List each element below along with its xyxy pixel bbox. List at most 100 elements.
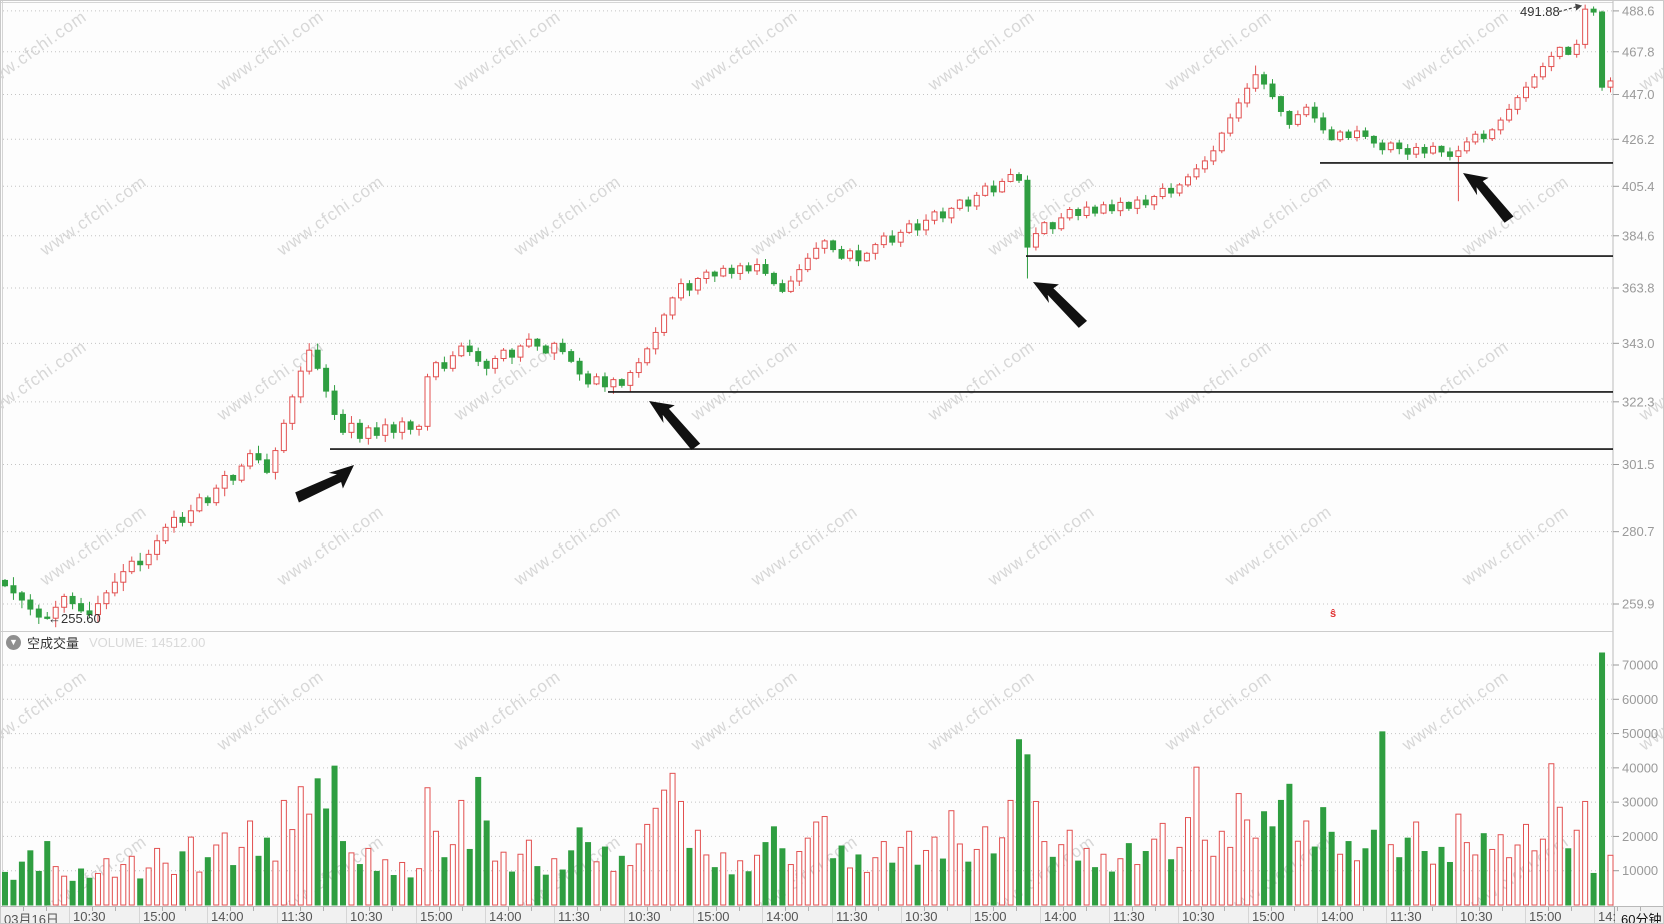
time-axis-minor-tick bbox=[785, 907, 786, 911]
time-axis-minor-tick bbox=[855, 907, 856, 911]
time-axis-label: 11:30 bbox=[1390, 909, 1422, 924]
svg-text:467.8: 467.8 bbox=[1622, 44, 1655, 59]
time-axis-label: 15:00 bbox=[1252, 909, 1285, 924]
time-axis-minor-tick bbox=[647, 907, 648, 911]
time-axis-minor-tick bbox=[23, 907, 24, 911]
time-axis-tick bbox=[1248, 907, 1249, 923]
volume-pane-toggle-icon[interactable]: ▼ bbox=[6, 634, 21, 650]
time-axis-label: 10:30 bbox=[1182, 909, 1215, 924]
time-axis-minor-tick bbox=[1617, 907, 1618, 911]
annotation-arrows bbox=[295, 173, 1514, 503]
time-axis-minor-tick bbox=[1201, 907, 1202, 911]
time-axis-minor-tick bbox=[253, 907, 254, 911]
time-axis-minor-tick bbox=[1271, 907, 1272, 911]
svg-text:426.2: 426.2 bbox=[1622, 132, 1655, 147]
period-separator bbox=[1614, 907, 1615, 923]
svg-text:280.7: 280.7 bbox=[1622, 524, 1655, 539]
time-axis-minor-tick bbox=[323, 907, 324, 911]
time-axis-minor-tick bbox=[1063, 907, 1064, 911]
svg-text:301.5: 301.5 bbox=[1622, 457, 1655, 472]
time-axis: 60分钟 03月16日 10:30 15:00 14:00 11:30 10:30 15:0… bbox=[0, 906, 1663, 924]
time-axis-label: 11:30 bbox=[281, 909, 313, 924]
svg-text:447.0: 447.0 bbox=[1622, 87, 1655, 102]
time-axis-tick bbox=[901, 907, 902, 923]
time-axis-minor-tick bbox=[924, 907, 925, 911]
time-axis-minor-tick bbox=[185, 907, 186, 911]
time-axis-tick bbox=[1456, 907, 1457, 923]
time-axis-label: 14:00 bbox=[211, 909, 244, 924]
time-axis-minor-tick bbox=[531, 907, 532, 911]
time-axis-tick bbox=[624, 907, 625, 923]
time-axis-tick bbox=[69, 907, 70, 923]
time-axis-minor-tick bbox=[600, 907, 601, 911]
time-axis-label: 14:00 bbox=[1321, 909, 1354, 924]
time-axis-minor-tick bbox=[1224, 907, 1225, 911]
high-price-annotation: 491.88 bbox=[1520, 4, 1560, 19]
time-axis-tick bbox=[554, 907, 555, 923]
time-axis-minor-tick bbox=[577, 907, 578, 911]
time-axis-tick bbox=[832, 907, 833, 923]
time-axis-minor-tick bbox=[1479, 907, 1480, 911]
time-axis-label: 03月16日 bbox=[4, 912, 59, 924]
volume-pane-title: 空成交量 bbox=[27, 635, 80, 651]
svg-text:363.8: 363.8 bbox=[1622, 281, 1655, 296]
time-axis-minor-tick bbox=[115, 907, 116, 911]
chart-period-label: 60分钟 bbox=[1621, 912, 1662, 924]
time-axis-label: 10:30 bbox=[73, 909, 106, 924]
time-axis-tick bbox=[277, 907, 278, 923]
low-price-annotation: ←255.60 bbox=[48, 611, 101, 626]
time-axis-minor-tick bbox=[947, 907, 948, 911]
svg-text:405.4: 405.4 bbox=[1622, 179, 1655, 194]
candlestick-series[interactable] bbox=[2, 4, 1614, 628]
time-axis-tick bbox=[416, 907, 417, 923]
time-axis-minor-tick bbox=[1432, 907, 1433, 911]
time-axis-tick bbox=[1109, 907, 1110, 923]
time-axis-label: 10:30 bbox=[628, 909, 661, 924]
time-axis-minor-tick bbox=[508, 907, 509, 911]
time-axis-minor-tick bbox=[162, 907, 163, 911]
time-axis-minor-tick bbox=[1548, 907, 1549, 911]
time-axis-tick bbox=[1040, 907, 1041, 923]
time-axis-minor-tick bbox=[462, 907, 463, 911]
time-axis-label: 10:30 bbox=[905, 909, 938, 924]
time-axis-label: 14:00 bbox=[1044, 909, 1077, 924]
time-axis-minor-tick bbox=[1016, 907, 1017, 911]
volume-pane-header: ▼ 空成交量 VOLUME: 14512.00 bbox=[6, 633, 205, 651]
svg-text:322.3: 322.3 bbox=[1622, 394, 1655, 409]
time-axis-label: 15:00 bbox=[697, 909, 730, 924]
volume-readout: VOLUME: 14512.00 bbox=[89, 634, 206, 650]
time-axis-minor-tick bbox=[1363, 907, 1364, 911]
time-axis-label: 15:00 bbox=[143, 909, 176, 924]
time-axis-label: 15:00 bbox=[974, 909, 1007, 924]
time-axis-tick bbox=[207, 907, 208, 923]
time-axis-tick bbox=[693, 907, 694, 923]
time-axis-tick bbox=[485, 907, 486, 923]
time-axis-tick bbox=[139, 907, 140, 923]
time-axis-minor-tick bbox=[92, 907, 93, 911]
time-axis-minor-tick bbox=[1340, 907, 1341, 911]
time-axis-label: 10:30 bbox=[350, 909, 383, 924]
svg-text:50000: 50000 bbox=[1622, 726, 1658, 741]
time-axis-minor-tick bbox=[1502, 907, 1503, 911]
svg-text:60000: 60000 bbox=[1622, 692, 1658, 707]
signal-marker: ŝ bbox=[1330, 608, 1337, 620]
time-axis-label: 14:00 bbox=[489, 909, 522, 924]
time-axis-minor-tick bbox=[878, 907, 879, 911]
time-axis-minor-tick bbox=[369, 907, 370, 911]
price-axis-labels: 488.6 467.8 447.0 426.2 405.4 384.6 363.8 343.0… bbox=[1622, 3, 1655, 611]
support-lines bbox=[330, 162, 1613, 450]
time-axis-tick bbox=[0, 907, 1, 924]
svg-text:70000: 70000 bbox=[1622, 658, 1658, 673]
time-axis-minor-tick bbox=[808, 907, 809, 911]
time-axis-label: 10:30 bbox=[1460, 909, 1493, 924]
time-axis-tick bbox=[346, 907, 347, 923]
time-axis-minor-tick bbox=[230, 907, 231, 911]
volume-series[interactable] bbox=[2, 652, 1614, 906]
time-axis-tick bbox=[762, 907, 763, 923]
svg-text:10000: 10000 bbox=[1622, 863, 1658, 878]
svg-text:384.6: 384.6 bbox=[1622, 228, 1655, 243]
time-axis-minor-tick bbox=[46, 907, 47, 911]
time-axis-minor-tick bbox=[993, 907, 994, 911]
time-axis-minor-tick bbox=[392, 907, 393, 911]
